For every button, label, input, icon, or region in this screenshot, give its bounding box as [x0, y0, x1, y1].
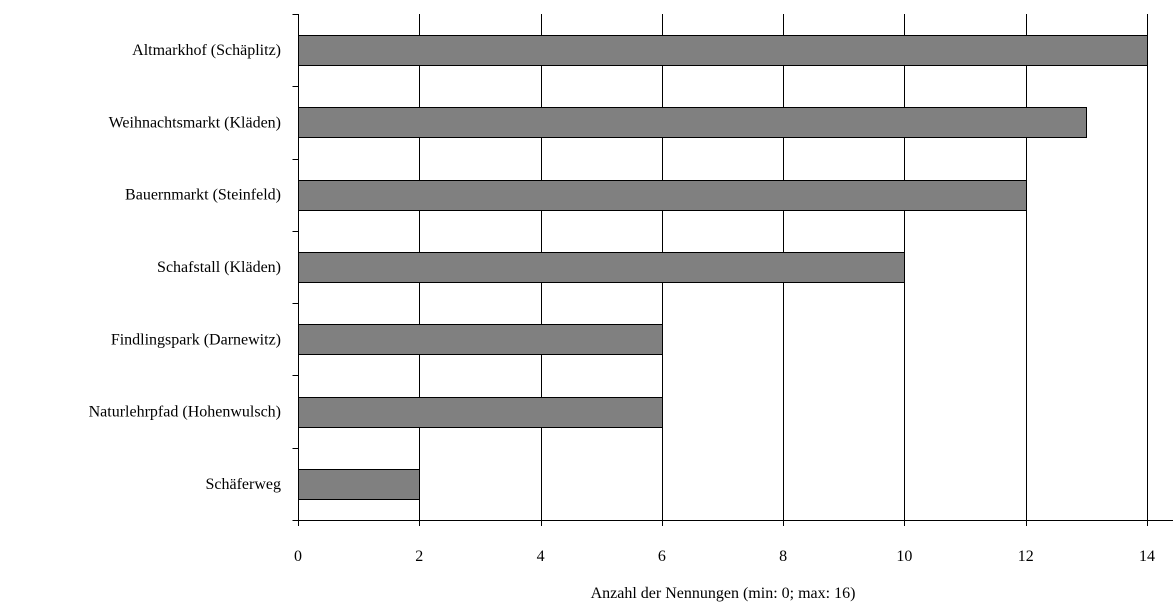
x-tick-label-2: 2 — [415, 548, 423, 565]
bar-6 — [298, 397, 663, 428]
category-label-7: Schäferweg — [205, 476, 281, 493]
bar-2 — [298, 107, 1087, 138]
x-tick-label-0: 0 — [294, 548, 302, 565]
x-axis-title: Anzahl der Nennungen (min: 0; max: 16) — [591, 585, 856, 602]
category-label-2: Weihnachtsmarkt (Kläden) — [109, 114, 281, 131]
bar-1 — [298, 35, 1148, 66]
bar-5 — [298, 324, 663, 355]
category-label-5: Findlingspark (Darnewitz) — [111, 331, 281, 348]
bars — [298, 35, 1148, 500]
x-tick-label-14: 14 — [1139, 548, 1155, 565]
bar-4 — [298, 252, 905, 283]
category-labels: Altmarkhof (Schäplitz) Weihnachtsmarkt (K… — [89, 42, 281, 493]
bar-3 — [298, 180, 1027, 211]
x-tick-labels: 0 2 4 6 8 10 12 14 — [294, 548, 1155, 565]
category-label-6: Naturlehrpfad (Hohenwulsch) — [89, 404, 281, 421]
axes — [292, 14, 1173, 526]
x-tick-label-8: 8 — [779, 548, 787, 565]
category-label-1: Altmarkhof (Schäplitz) — [132, 42, 281, 59]
bar-7 — [298, 469, 420, 500]
category-label-4: Schafstall (Kläden) — [157, 259, 281, 276]
x-tick-label-10: 10 — [896, 548, 912, 565]
category-label-3: Bauernmarkt (Steinfeld) — [125, 187, 281, 204]
x-tick-label-6: 6 — [658, 548, 666, 565]
x-tick-label-4: 4 — [537, 548, 545, 565]
x-tick-label-12: 12 — [1018, 548, 1034, 565]
